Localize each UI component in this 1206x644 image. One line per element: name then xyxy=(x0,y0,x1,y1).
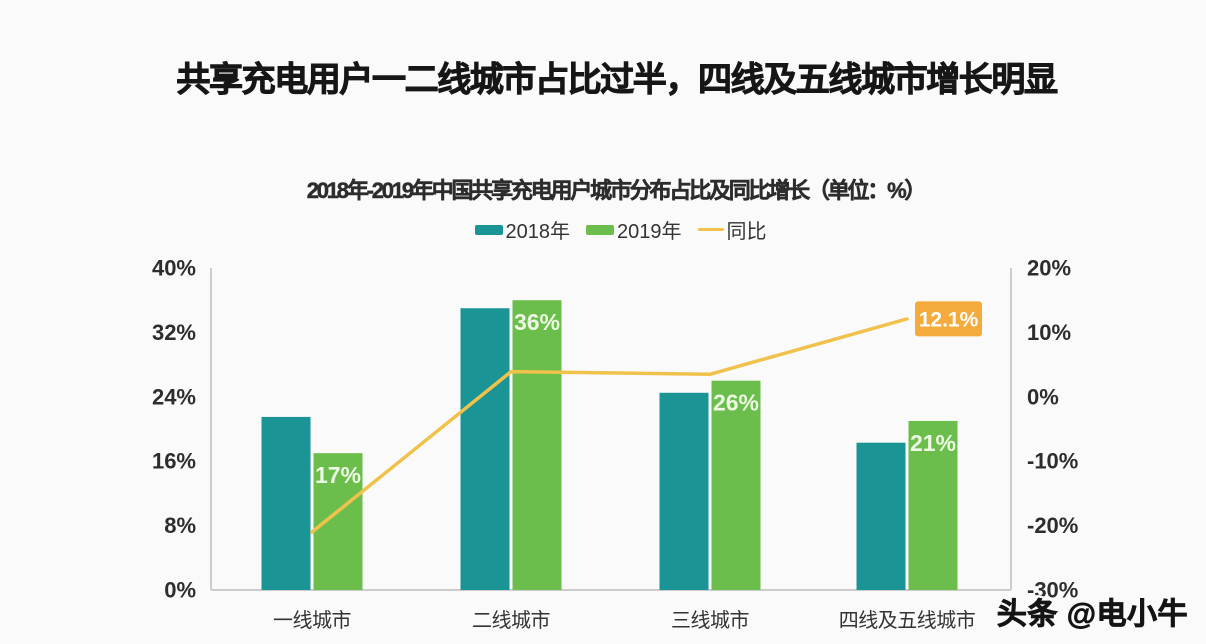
bar-2018-4 xyxy=(856,442,906,590)
x-axis-category-label: 二线城市 xyxy=(472,609,550,632)
yoy-end-label-box xyxy=(915,301,982,337)
bar-2019-3 xyxy=(711,380,761,590)
left-axis-tick-label: 0% xyxy=(164,578,196,603)
bar-2019-2 xyxy=(512,300,562,590)
right-axis-tick-label: 0% xyxy=(1027,384,1059,409)
right-axis-tick-label: -30% xyxy=(1027,578,1078,603)
legend-swatch-yoy-line xyxy=(697,227,724,232)
bar-2019-4 xyxy=(908,420,958,590)
right-axis-tick-label: -20% xyxy=(1027,513,1078,538)
watermark: 头条 @电小牛 xyxy=(996,598,1188,632)
bar-2018-2 xyxy=(460,308,510,590)
legend-item-yoy[interactable]: 同比 xyxy=(697,215,767,244)
chart-subtitle: 2018年-2019年中国共享充电用户城市分布占比及同比增长（单位：%） xyxy=(306,178,926,204)
legend-label-2018: 2018年 xyxy=(505,221,571,243)
left-axis-tick-label: 8% xyxy=(164,513,196,538)
x-axis-category-label: 一线城市 xyxy=(273,609,351,632)
bar-2019-1 xyxy=(313,453,363,590)
bar-value-label: 17% xyxy=(315,462,361,488)
bar-2018-1 xyxy=(261,416,311,590)
bar-value-label: 26% xyxy=(713,390,759,416)
bar-value-label: 21% xyxy=(910,430,956,456)
left-axis-tick-label: 24% xyxy=(152,384,196,409)
yoy-end-label: 12.1% xyxy=(919,308,979,331)
right-axis-tick-label: 20% xyxy=(1027,256,1071,281)
left-axis-tick-label: 40% xyxy=(152,256,196,281)
legend-label-2019: 2019年 xyxy=(617,221,682,243)
legend-swatch-2018 xyxy=(474,224,503,235)
left-axis-tick-label: 32% xyxy=(152,320,196,345)
x-axis-category-label: 四线及五线城市 xyxy=(839,609,976,632)
legend-label-yoy: 同比 xyxy=(726,221,767,243)
legend-item-2018[interactable]: 2018年 xyxy=(474,215,571,244)
legend-item-2019[interactable]: 2019年 xyxy=(586,215,682,244)
right-axis-tick-label: -10% xyxy=(1027,449,1078,474)
bar-2018-3 xyxy=(659,392,709,590)
x-axis-category-label: 三线城市 xyxy=(671,609,749,632)
legend-swatch-2019 xyxy=(586,224,614,235)
right-axis-tick-label: 10% xyxy=(1027,320,1071,345)
yoy-line xyxy=(310,317,909,534)
bar-value-label: 36% xyxy=(514,309,560,335)
chart-title: 共享充电用户一二线城市占比过半，四线及五线城市增长明显 xyxy=(176,61,1059,100)
left-axis-tick-label: 16% xyxy=(152,449,196,474)
chart-legend: 2018年 2019年 同比 xyxy=(0,215,1206,244)
